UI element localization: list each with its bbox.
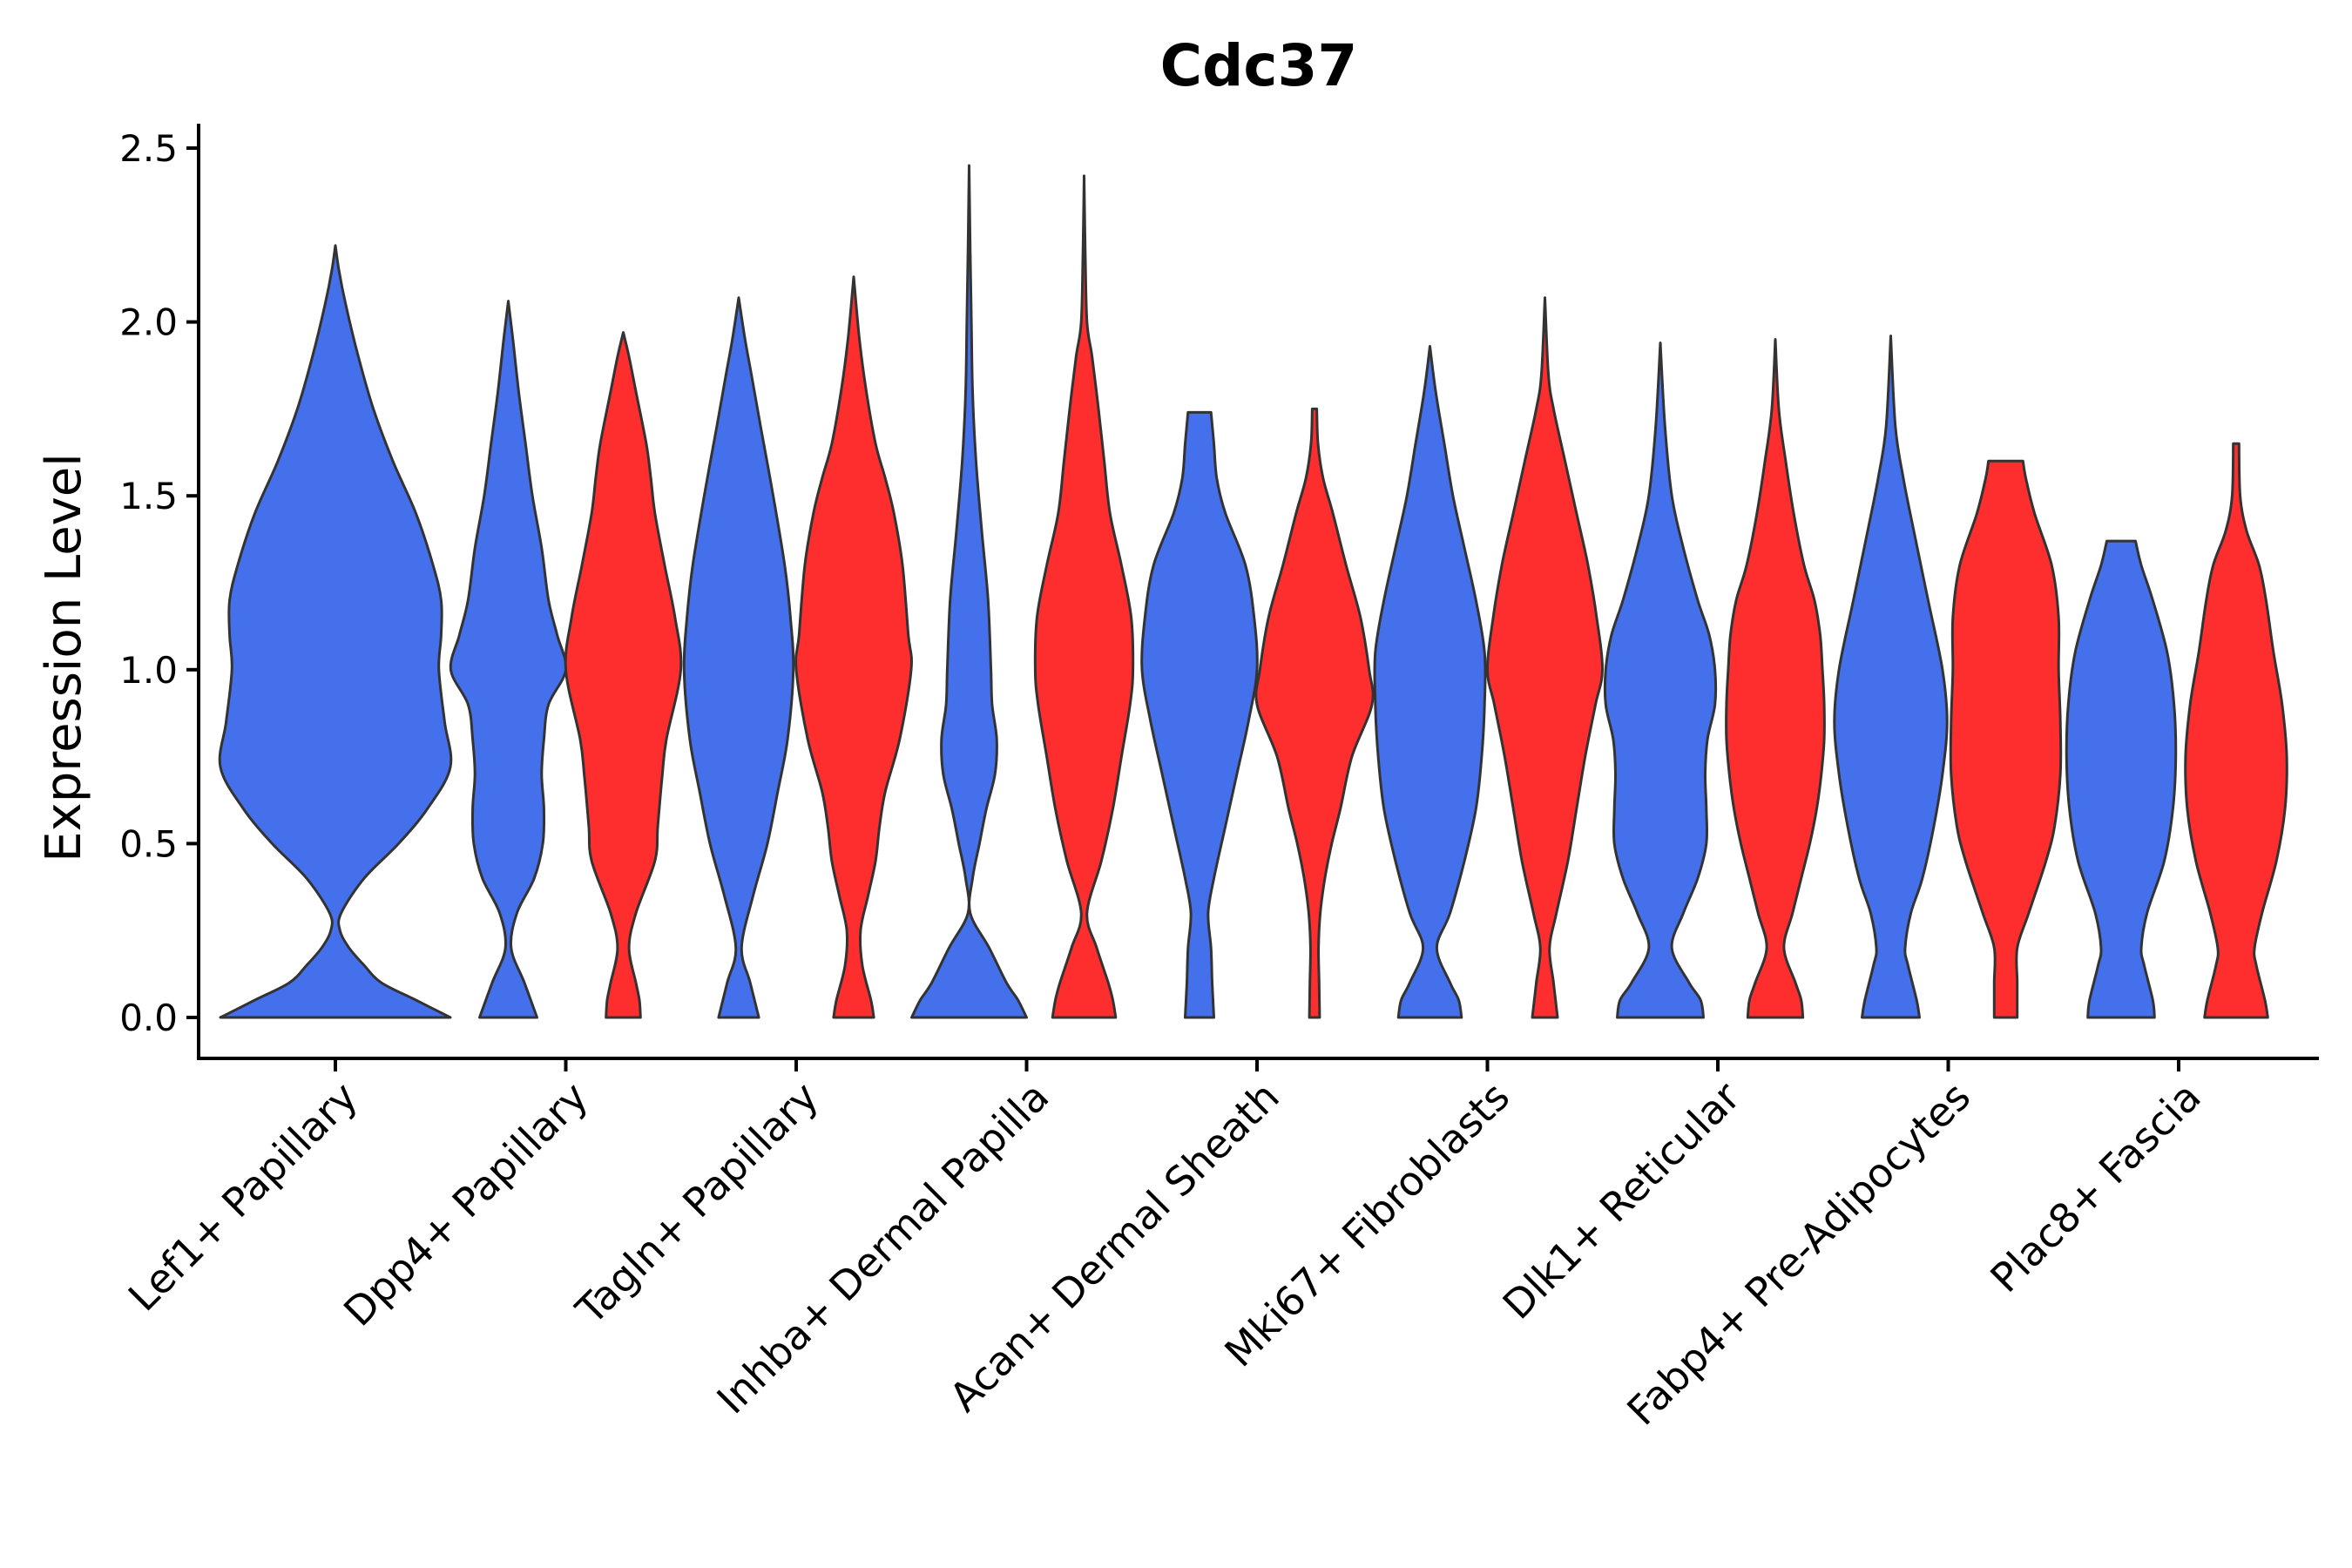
y-tick-label: 1.0 (119, 649, 178, 692)
violin-red (1033, 174, 1135, 1019)
violin-red (564, 331, 683, 1019)
y-tick-label: 2.5 (119, 127, 178, 170)
chart-title: Cdc37 (1160, 32, 1358, 99)
y-tick-label: 0.5 (119, 822, 178, 865)
y-tick-label: 0.0 (119, 997, 178, 1039)
x-tick-label: Dpp4+ Papillary (335, 1073, 597, 1335)
violin-blue (1833, 335, 1949, 1019)
x-tick-label: Lef1+ Papillary (119, 1073, 367, 1321)
x-tick-label: Plac8+ Fascia (1981, 1073, 2209, 1301)
violin-blue (1140, 410, 1259, 1019)
violin-red (2184, 442, 2288, 1019)
violin-group (218, 164, 2288, 1019)
x-tick-label: Dlk1+ Reticular (1494, 1073, 1749, 1328)
violin-blue (1603, 341, 1718, 1019)
violin-blue (910, 164, 1028, 1019)
violin-blue (218, 244, 453, 1019)
y-tick-label: 2.0 (119, 301, 178, 344)
y-axis-label: Expression Level (36, 453, 92, 862)
y-tick-label: 1.5 (119, 475, 178, 517)
violin-blue (2065, 539, 2178, 1019)
violin-red (1725, 338, 1826, 1019)
violin-red (1485, 296, 1605, 1019)
violin-blue (449, 300, 568, 1019)
violin-blue (682, 296, 795, 1019)
y-axis: 0.0 0.5 1.0 1.5 2.0 2.5 (119, 124, 200, 1058)
violin-red (1949, 459, 2063, 1019)
violin-red (1254, 407, 1375, 1019)
violin-red (794, 275, 913, 1019)
x-tick-label: Tagln+ Papillary (566, 1073, 828, 1335)
violin-blue (1373, 345, 1487, 1019)
